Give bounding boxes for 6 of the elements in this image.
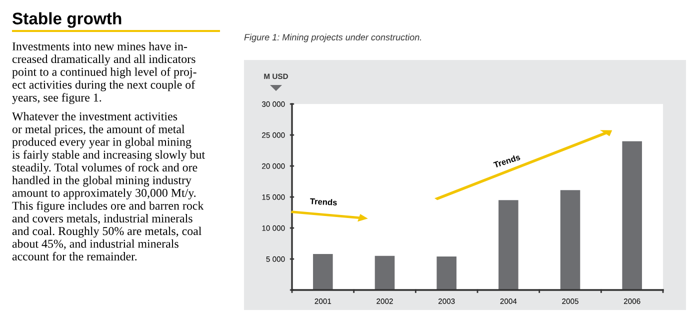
text: Stable growth (12, 12, 122, 28)
annotation: Trends (493, 154, 521, 168)
annotation: Trends (310, 198, 338, 206)
text: Investments into new mines have in- creased dramatically and all indicators point to a continued high level of proj- ect activities during the next couple of years, see figure 1. (12, 42, 196, 104)
chart-subtitle: Figure 1: Mining projects under construction. (244, 34, 422, 42)
text: Whatever the investment activities or metal prices, the amount of metal produced every year in global mining is fairly stable and increasing slowly but steadily. Total volumes of rock and ore handled in the global mining industry amount to approximately 30,000 Mt/y. This figure includes ore and barren rock and covers metals, industrial minerals and coal. Roughly 50% are metals, coal about 45%, and industrial minerals account for the remainder. (12, 112, 205, 260)
